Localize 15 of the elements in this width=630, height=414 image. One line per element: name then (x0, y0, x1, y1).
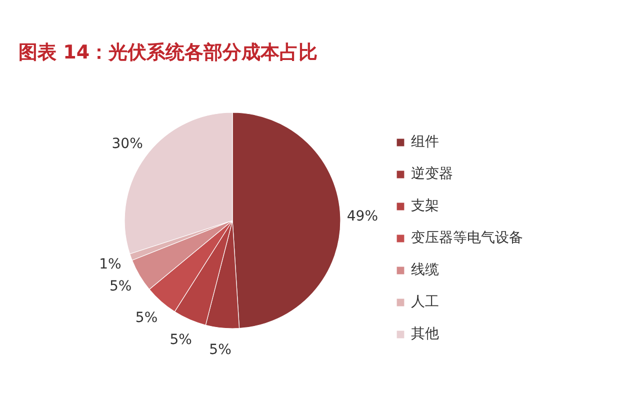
data-label: 5% (135, 310, 158, 326)
data-label: 5% (209, 342, 232, 358)
legend-label: 组件 (411, 133, 439, 152)
legend-label: 线缆 (411, 261, 439, 280)
data-label: 5% (110, 278, 132, 295)
chart-title: 图表 14：光伏系统各部分成本占比 (18, 42, 318, 64)
legend-label: 其他 (411, 325, 439, 344)
legend-label: 支架 (411, 197, 439, 216)
data-label: 30% (112, 136, 143, 152)
data-label: 1% (99, 256, 122, 273)
legend-label: 人工 (411, 293, 439, 312)
data-label: 49% (346, 208, 378, 224)
legend-label: 变压器等电气设备 (411, 229, 523, 248)
legend-label: 逆变器 (411, 165, 453, 184)
data-label: 5% (170, 332, 192, 348)
